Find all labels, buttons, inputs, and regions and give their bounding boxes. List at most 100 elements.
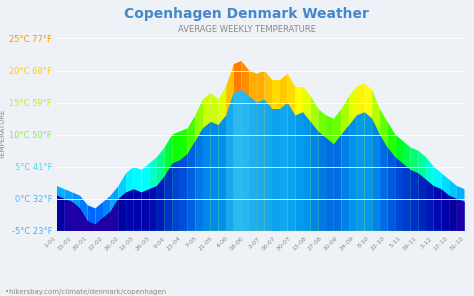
Polygon shape xyxy=(272,109,280,231)
Polygon shape xyxy=(241,61,249,231)
Polygon shape xyxy=(64,199,72,231)
Polygon shape xyxy=(449,180,457,231)
Polygon shape xyxy=(188,141,195,231)
Polygon shape xyxy=(226,93,234,231)
Polygon shape xyxy=(219,115,226,231)
Polygon shape xyxy=(164,135,172,231)
Polygon shape xyxy=(241,90,249,231)
Polygon shape xyxy=(426,180,434,231)
Polygon shape xyxy=(388,147,395,231)
Polygon shape xyxy=(426,157,434,231)
Polygon shape xyxy=(349,115,357,231)
Polygon shape xyxy=(72,192,80,231)
Polygon shape xyxy=(457,186,465,231)
Polygon shape xyxy=(180,128,188,231)
Polygon shape xyxy=(234,90,241,231)
Polygon shape xyxy=(88,221,95,231)
Polygon shape xyxy=(341,125,349,231)
Polygon shape xyxy=(157,147,164,231)
Polygon shape xyxy=(441,173,449,231)
Polygon shape xyxy=(403,141,410,231)
Polygon shape xyxy=(88,205,95,231)
Polygon shape xyxy=(395,157,403,231)
Polygon shape xyxy=(203,122,211,231)
Polygon shape xyxy=(441,189,449,231)
Polygon shape xyxy=(303,112,310,231)
Polygon shape xyxy=(303,87,310,231)
Polygon shape xyxy=(103,196,111,231)
Polygon shape xyxy=(72,202,80,231)
Polygon shape xyxy=(380,109,388,231)
Polygon shape xyxy=(249,96,257,231)
Polygon shape xyxy=(95,218,103,231)
Polygon shape xyxy=(141,163,149,231)
Polygon shape xyxy=(249,70,257,231)
Polygon shape xyxy=(457,199,465,231)
Polygon shape xyxy=(357,112,365,231)
Polygon shape xyxy=(234,61,241,231)
Polygon shape xyxy=(295,87,303,231)
Polygon shape xyxy=(111,199,118,231)
Polygon shape xyxy=(341,96,349,231)
Y-axis label: TEMPERATURE: TEMPERATURE xyxy=(0,110,6,160)
Polygon shape xyxy=(126,167,134,231)
Polygon shape xyxy=(272,80,280,231)
Polygon shape xyxy=(310,122,319,231)
Polygon shape xyxy=(211,93,219,231)
Polygon shape xyxy=(219,87,226,231)
Polygon shape xyxy=(434,186,441,231)
Polygon shape xyxy=(395,135,403,231)
Polygon shape xyxy=(334,135,341,231)
Polygon shape xyxy=(126,189,134,231)
Polygon shape xyxy=(264,70,272,231)
Polygon shape xyxy=(188,115,195,231)
Polygon shape xyxy=(134,167,141,231)
Text: •hikersbay.com/climate/denmark/copenhagen: •hikersbay.com/climate/denmark/copenhage… xyxy=(5,289,166,295)
Polygon shape xyxy=(264,99,272,231)
Polygon shape xyxy=(172,160,180,231)
Polygon shape xyxy=(88,221,95,231)
Text: AVERAGE WEEKLY TEMPERATURE: AVERAGE WEEKLY TEMPERATURE xyxy=(178,25,315,34)
Polygon shape xyxy=(195,99,203,231)
Polygon shape xyxy=(457,199,465,231)
Polygon shape xyxy=(419,173,426,231)
Polygon shape xyxy=(141,189,149,231)
Polygon shape xyxy=(410,170,419,231)
Polygon shape xyxy=(326,115,334,231)
Polygon shape xyxy=(357,83,365,231)
Polygon shape xyxy=(288,74,295,231)
Polygon shape xyxy=(149,186,157,231)
Polygon shape xyxy=(134,189,141,231)
Polygon shape xyxy=(195,128,203,231)
Polygon shape xyxy=(349,87,357,231)
Polygon shape xyxy=(403,163,410,231)
Polygon shape xyxy=(211,122,219,231)
Polygon shape xyxy=(372,119,380,231)
Polygon shape xyxy=(388,122,395,231)
Polygon shape xyxy=(180,154,188,231)
Polygon shape xyxy=(449,196,457,231)
Polygon shape xyxy=(149,157,157,231)
Polygon shape xyxy=(80,208,88,231)
Polygon shape xyxy=(95,218,103,231)
Polygon shape xyxy=(380,135,388,231)
Polygon shape xyxy=(280,103,288,231)
Polygon shape xyxy=(64,199,72,231)
Polygon shape xyxy=(280,74,288,231)
Polygon shape xyxy=(111,199,118,231)
Polygon shape xyxy=(226,64,234,231)
Polygon shape xyxy=(103,212,111,231)
Polygon shape xyxy=(57,196,64,231)
Polygon shape xyxy=(80,208,88,231)
Polygon shape xyxy=(203,93,211,231)
Polygon shape xyxy=(111,186,118,231)
Polygon shape xyxy=(372,90,380,231)
Polygon shape xyxy=(80,196,88,231)
Polygon shape xyxy=(103,212,111,231)
Polygon shape xyxy=(172,131,180,231)
Polygon shape xyxy=(319,131,326,231)
Polygon shape xyxy=(157,176,164,231)
Polygon shape xyxy=(72,202,80,231)
Polygon shape xyxy=(310,96,319,231)
Polygon shape xyxy=(288,103,295,231)
